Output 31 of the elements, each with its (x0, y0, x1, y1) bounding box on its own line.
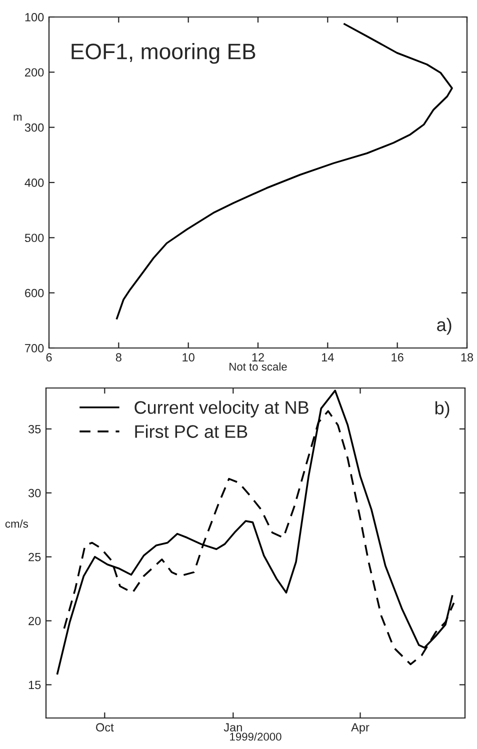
y-tick-label: 400 (24, 178, 44, 187)
x-tick-label: 10 (182, 353, 194, 362)
y-axis-title: m (14, 114, 22, 121)
y-tick-label: 700 (25, 344, 44, 352)
x-tick-label: Apr (351, 723, 370, 734)
legend-label: First PC at EB (135, 424, 248, 438)
x-tick-label: 12 (252, 353, 264, 362)
x-tick-label: Oct (96, 723, 114, 732)
x-tick-label: Jan (224, 723, 242, 732)
annotation: b) (435, 401, 450, 418)
y-tick-label: 500 (24, 234, 44, 242)
y-tick-label: 25 (28, 552, 41, 562)
y-tick-label: 200 (25, 68, 44, 77)
x-tick-label: 18 (461, 353, 474, 362)
x-axis-title: Not to scale (230, 362, 287, 371)
x-tick-label: 6 (46, 353, 52, 362)
legend-label: Current velocity at NB (134, 400, 308, 418)
x-tick-label: 14 (322, 353, 334, 362)
x-tick-label: 16 (392, 353, 404, 362)
annotation: a) (437, 318, 452, 335)
y-tick-label: 30 (28, 488, 41, 498)
x-axis-title: 1999/2000 (230, 732, 282, 741)
y-tick-label: 35 (28, 424, 41, 434)
y-tick-label: 600 (25, 288, 44, 298)
x-tick-label: 8 (116, 353, 122, 362)
y-tick-label: 100 (25, 13, 44, 22)
annotation: EOF1, mooring EB (72, 43, 256, 64)
y-tick-label: 20 (28, 616, 41, 626)
y-tick-label: 300 (24, 123, 44, 132)
y-tick-label: 15 (28, 680, 41, 690)
y-axis-title: cm/s (5, 520, 28, 528)
